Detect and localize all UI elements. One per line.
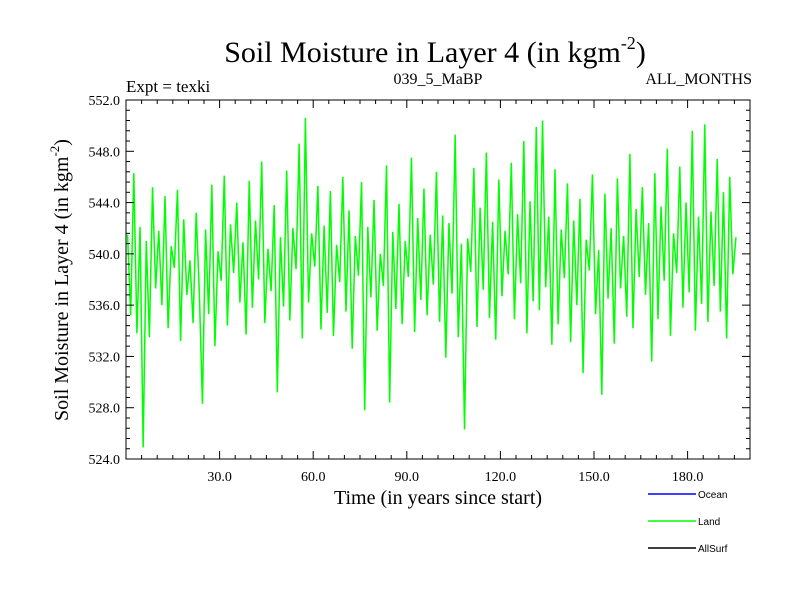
y-tick-label: 524.0 (89, 453, 121, 468)
y-tick-label: 536.0 (89, 299, 121, 314)
y-tick-label: 548.0 (89, 145, 121, 160)
x-tick-label: 150.0 (578, 470, 610, 485)
legend: Ocean Land AllSurf (648, 490, 728, 555)
x-axis-label: Time (in years since start) (334, 487, 542, 509)
x-tick-label: 90.0 (395, 470, 420, 485)
y-axis-label-close: ) (51, 139, 73, 146)
plot-area: 524.0 528.0 532.0 536.0 540.0 544.0 548.0 552.0… (89, 94, 751, 485)
run-id-label: 039_5_MaBP (394, 71, 483, 88)
data-layer (126, 117, 737, 448)
chart-title-sup: -2 (621, 33, 636, 53)
y-tick-label: 552.0 (89, 94, 121, 109)
legend-label-ocean: Ocean (698, 490, 727, 501)
y-tick-label: 528.0 (89, 402, 121, 417)
chart-title: Soil Moisture in Layer 4 (in kgm-2) (224, 33, 646, 69)
y-axis-label-main: Soil Moisture in Layer 4 (in kgm (51, 156, 73, 421)
x-tick-label: 30.0 (207, 470, 232, 485)
x-tick-label: 180.0 (672, 470, 704, 485)
x-tick-label: 60.0 (301, 470, 326, 485)
tick-layer: 524.0 528.0 532.0 536.0 540.0 544.0 548.0 552.0… (89, 94, 751, 485)
y-tick-label: 532.0 (89, 350, 121, 365)
legend-label-allsurf: AllSurf (698, 544, 728, 555)
y-axis-label: Soil Moisture in Layer 4 (in kgm-2) (47, 139, 73, 421)
expt-label: Expt = texki (126, 77, 210, 96)
y-axis-label-sup: -2 (47, 146, 62, 157)
y-tick-label: 540.0 (89, 248, 121, 263)
chart-title-close: ) (636, 36, 646, 69)
series-line-land (126, 117, 737, 448)
months-label: ALL_MONTHS (645, 71, 752, 88)
plot-frame (125, 99, 751, 460)
x-tick-label: 120.0 (485, 470, 517, 485)
legend-label-land: Land (698, 517, 720, 528)
y-tick-label: 544.0 (89, 197, 121, 212)
chart-title-main: Soil Moisture in Layer 4 (in kgm (224, 36, 621, 69)
